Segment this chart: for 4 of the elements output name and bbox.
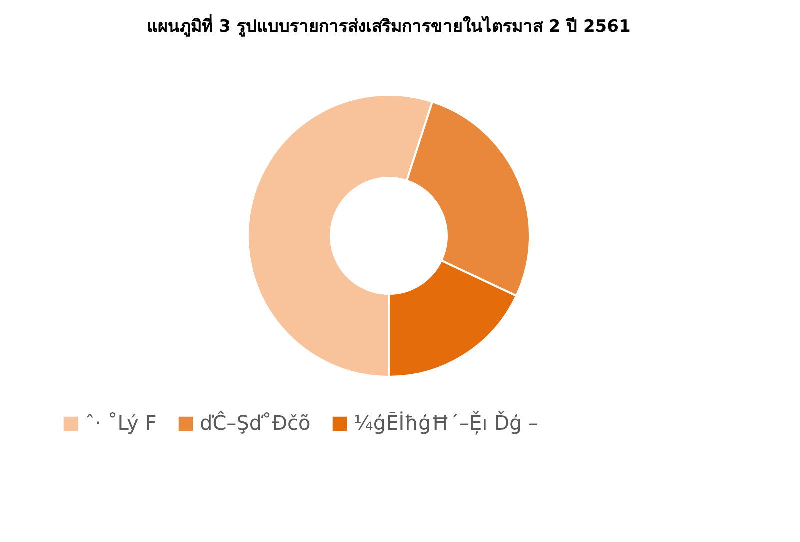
legend-label: ¼ģĒİħģĦ´–Ě̦ı Ďģ – <box>354 411 539 436</box>
legend-label: ďĈ–Şď˚Đčõ <box>200 411 311 436</box>
chart-title: แผนภูมิที่ 3 รูปแบบรายการส่งเสริมการขายในไตรมาส 2 ปี 2561 <box>147 14 631 38</box>
legend-label: ˆ· ˚Lý F <box>85 411 157 436</box>
